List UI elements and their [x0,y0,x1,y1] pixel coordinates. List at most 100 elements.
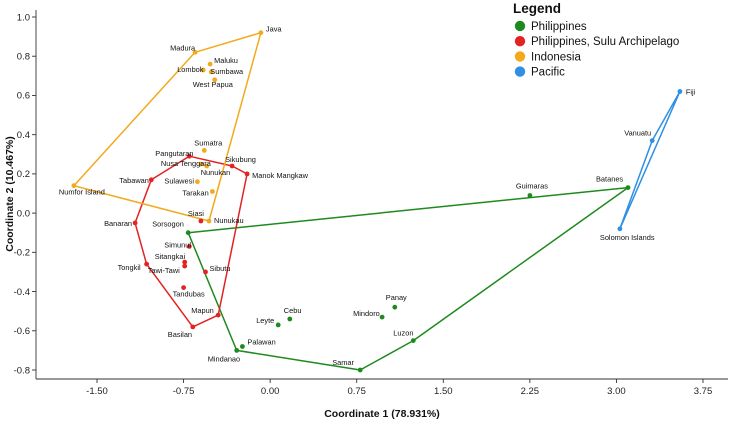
point-tongkil [144,261,150,267]
point-label-tawi-tawi: Tawi-Tawi [148,266,180,275]
point-label-tongkil: Tongkil [118,263,141,272]
point-label-basilan: Basilan [168,330,192,339]
hull-layer [73,31,681,371]
y-tick-label: -0.2 [14,248,30,259]
point-label-mapun: Mapun [191,306,214,315]
point-sitangkai [182,259,188,265]
y-tick-layer: -0.8 -0.6 -0.4 -0.2 0.0 0.2 0.4 0.6 0.8 1.0 [14,12,36,376]
legend-title: Legend [513,1,561,16]
point-label-west-papua: West Papua [193,80,234,89]
y-tick-label: -0.8 [14,365,30,376]
point-numfor-island [71,183,77,189]
point-tawi-tawi [182,263,188,269]
point-layer [71,30,683,373]
x-tick-label: 0.00 [261,386,280,397]
point-batanes [625,185,631,191]
point-vanuatu [649,138,655,144]
point-mindanao [234,348,240,353]
x-tick-label: -0.75 [173,386,195,397]
point-label-luzon: Luzon [393,329,413,338]
legend-swatch-pacific [514,66,526,77]
point-luzon [410,338,416,343]
point-label-solomon-islands: Solomon Islands [600,233,655,242]
point-label-tandubas: Tandubas [173,290,205,299]
y-tick-label: 1.0 [17,12,30,23]
point-label-tarakan: Tarakan [182,189,208,198]
point-label-guimaras: Guimaras [516,182,548,191]
point-label-maluku: Maluku [214,56,238,65]
point-solomon-islands [617,226,623,232]
point-tarakan [210,189,215,194]
point-sorsogon [185,230,191,236]
point-madura [192,49,198,55]
y-tick-label: -0.4 [14,287,30,298]
point-label-manok-mangkaw: Manok Mangkaw [252,171,309,180]
point-label-fiji: Fiji [686,88,696,97]
x-tick-label: -1.50 [86,386,108,397]
legend-swatch-indonesia [514,51,526,62]
x-tick-label: 3.75 [694,386,713,397]
point-sibutu [203,269,208,275]
point-label-panay: Panay [386,293,407,302]
y-tick-label: 0.0 [17,208,30,219]
point-nunukan [204,163,210,169]
point-label-batanes: Batanes [596,175,623,184]
point-label-leyte: Leyte [256,316,274,325]
point-label-madura: Madura [170,43,196,52]
x-tick-label: 2.25 [521,386,540,397]
y-tick-label: 0.2 [17,169,30,180]
legend-label-pacific: Pacific [531,67,565,79]
axis-layer [35,10,728,380]
y-axis-title: Coordinate 2 (10.467%) [4,136,16,252]
point-label-pangutaran: Pangutaran [155,149,193,158]
point-west-papua [212,77,218,83]
point-pangutaran [186,153,192,159]
point-manok-mangkaw [244,171,250,177]
point-cebu [287,316,293,322]
point-maluku [207,61,213,67]
point-label-sikubung: Sikubung [225,155,256,164]
point-guimaras [527,193,533,198]
y-tick-label: 0.8 [17,52,30,63]
point-label-sulawesi: Sulawesi [164,177,194,186]
point-sumatra [201,148,207,153]
point-label-tabawan: Tabawan [119,176,149,185]
point-label-nusa-tenggara: Nusa Tenggara [161,159,212,168]
x-tick-label: 3.00 [607,386,626,397]
point-label-vanuatu: Vanuatu [624,129,651,138]
legend-swatch-philippines-sulu-archipelago [514,36,526,47]
legend-swatch-philippines [514,20,526,32]
point-label-palawan: Palawan [247,338,275,347]
point-samar [357,367,363,373]
point-nunukau [206,218,212,224]
point-sikubung [229,163,235,169]
point-nusa-tenggara [198,161,204,167]
point-banaran [132,220,138,226]
x-axis-title: Coordinate 1 (78.931%) [324,408,440,420]
point-simunul [186,244,192,249]
y-tick-label: 0.4 [17,130,30,141]
point-fiji [677,89,683,94]
point-label-sumbawa: Sumbawa [210,67,244,76]
x-tick-label: 0.75 [347,386,366,397]
point-leyte [275,322,281,328]
y-tick-label: -0.6 [14,326,30,337]
hull-pacific [619,91,681,230]
point-label-samar: Samar [332,358,354,367]
point-basilan [190,324,196,330]
hull-philippines [187,186,629,371]
legend-label-philippines-sulu-archipelago: Philippines, Sulu Archipelago [531,36,679,48]
point-tabawan [148,177,154,183]
point-label-nunukan: Nunukan [201,168,231,177]
legend: Legend Philippines Philippines, Sulu Arch… [513,1,679,79]
point-palawan [240,344,245,349]
point-tandubas [181,285,187,290]
point-label-simunul: Simunul [164,240,191,249]
point-sumbawa [208,69,214,75]
x-tick-label: 1.50 [434,386,453,397]
point-label-sumatra: Sumatra [194,138,223,147]
point-panay [392,304,398,310]
point-label-banaran: Banaran [104,219,132,228]
point-label-sitangkai: Sitangkai [155,252,186,261]
point-label-java: Java [266,25,283,34]
